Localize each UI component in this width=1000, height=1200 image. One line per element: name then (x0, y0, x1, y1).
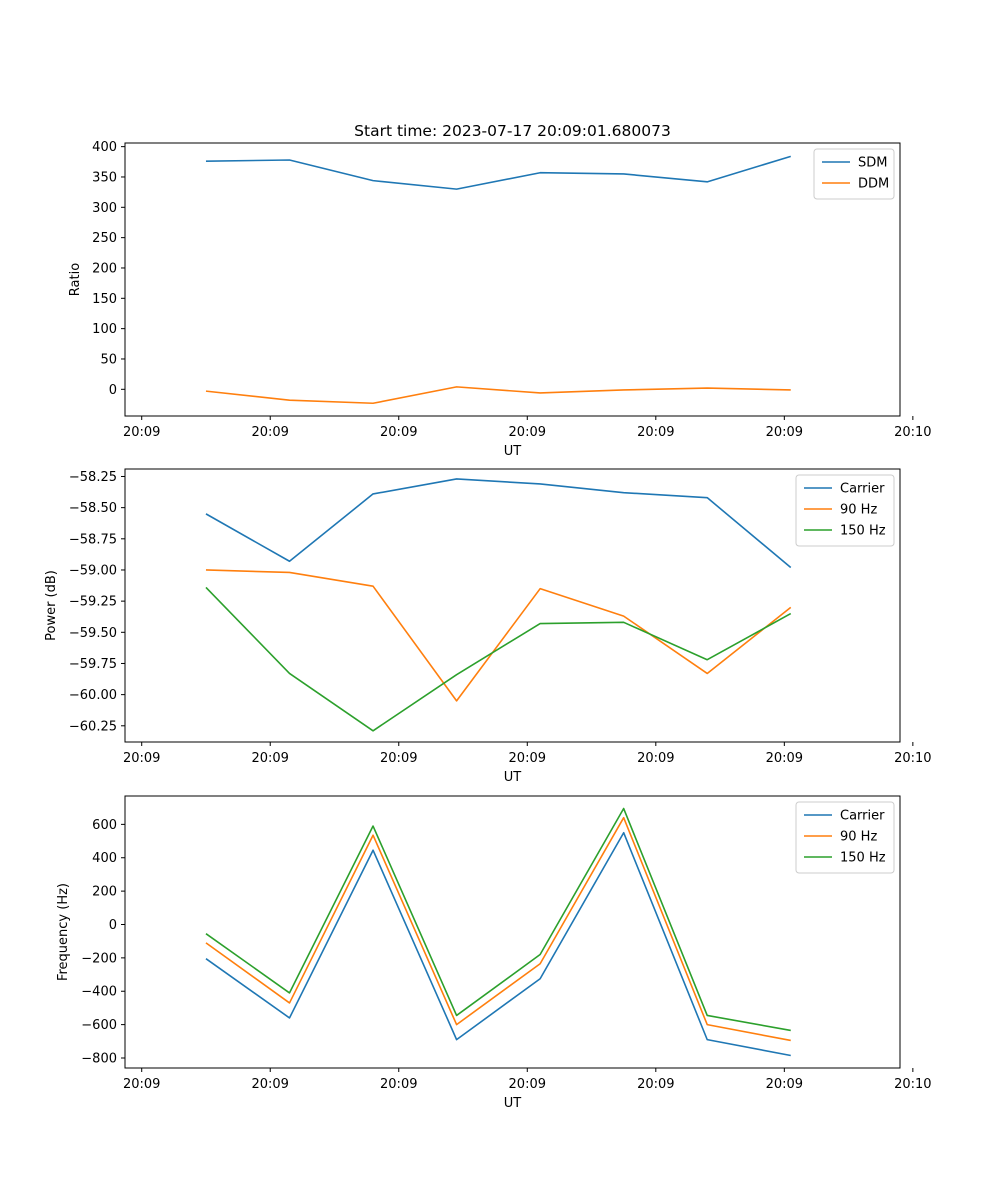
axes-frame (124, 142, 901, 417)
y-tick-label: 0 (109, 918, 117, 933)
y-tick-label: −58.75 (69, 532, 117, 547)
y-tick-label: −60.00 (69, 688, 117, 703)
y-tick-label: 0 (109, 383, 117, 398)
x-tick-label: 20:09 (766, 751, 803, 766)
x-tick-label: 20:09 (637, 751, 674, 766)
x-tick-label: 20:09 (509, 425, 546, 440)
y-tick-label: −59.50 (69, 626, 117, 641)
y-axis-label: Ratio (68, 263, 83, 296)
y-tick-label: 200 (92, 261, 117, 276)
y-tick-label: −400 (81, 985, 117, 1000)
y-tick-label: −800 (81, 1051, 117, 1066)
legend-label: Carrier (840, 809, 885, 824)
series-line-ddm (205, 386, 791, 405)
y-tick-label: 250 (92, 231, 117, 246)
y-tick-label: −600 (81, 1018, 117, 1033)
series-line-150-hz (205, 807, 791, 1032)
x-tick-label: 20:09 (123, 751, 160, 766)
axes-frame (124, 795, 901, 1069)
chart-title: Start time: 2023-07-17 20:09:01.680073 (354, 122, 671, 140)
y-tick-label: 100 (92, 322, 117, 337)
legend: SDM DDM (813, 148, 895, 200)
axes-frame (124, 468, 901, 743)
x-axis-label: UT (504, 1096, 522, 1111)
chart-panel-2: 20:09 20:09 20:09 20:09 20:09 20:09 20:10 −60.2… (44, 468, 932, 785)
y-tick-label: 300 (92, 201, 117, 216)
series-line-90-hz (205, 569, 792, 702)
legend-label: 90 Hz (840, 503, 877, 518)
series-line-carrier (205, 478, 792, 569)
series-line-150-hz (205, 586, 792, 732)
chart-panel-1: 20:09 20:09 20:09 20:09 20:09 20:09 20:10 0 50 10… (68, 122, 932, 459)
series-line-carrier (205, 831, 791, 1057)
y-tick-label: −59.00 (69, 563, 117, 578)
x-tick-label: 20:09 (251, 751, 288, 766)
legend-label: 150 Hz (840, 524, 886, 539)
x-tick-label: 20:09 (123, 425, 160, 440)
y-tick-label: 400 (92, 851, 117, 866)
legend-label: 150 Hz (840, 851, 886, 866)
x-tick-label: 20:09 (637, 425, 674, 440)
x-tick-label: 20:09 (766, 425, 803, 440)
legend-box (795, 474, 895, 547)
x-tick-label: 20:09 (380, 1077, 417, 1092)
x-tick-label: 20:09 (766, 1077, 803, 1092)
x-tick-label: 20:09 (637, 1077, 674, 1092)
series-line-sdm (205, 155, 791, 190)
y-tick-label: −58.25 (69, 470, 117, 485)
y-tick-label: 350 (92, 170, 117, 185)
y-tick-label: 200 (92, 885, 117, 900)
x-tick-label: 20:10 (894, 425, 931, 440)
y-axis-label: Frequency (Hz) (56, 883, 71, 981)
legend-label: 90 Hz (840, 830, 877, 845)
x-axis-label: UT (504, 444, 522, 459)
x-tick-label: 20:09 (509, 1077, 546, 1092)
legend-label: SDM (858, 156, 887, 171)
y-tick-label: 400 (92, 140, 117, 155)
y-tick-label: 50 (100, 352, 117, 367)
x-axis-label: UT (504, 770, 522, 785)
legend-label: DDM (858, 177, 889, 192)
y-tick-label: 600 (92, 818, 117, 833)
series-line-90-hz (205, 816, 791, 1042)
legend: Carrier 90 Hz 150 Hz (795, 801, 895, 874)
legend: Carrier 90 Hz 150 Hz (795, 474, 895, 547)
y-tick-label: −58.50 (69, 501, 117, 516)
legend-box (795, 801, 895, 874)
x-tick-label: 20:09 (251, 1077, 288, 1092)
y-tick-label: −59.25 (69, 595, 117, 610)
y-tick-label: −59.75 (69, 657, 117, 672)
y-tick-label: 150 (92, 292, 117, 307)
y-tick-label: −200 (81, 951, 117, 966)
y-axis-label: Power (dB) (44, 570, 59, 641)
chart-panel-3: 20:09 20:09 20:09 20:09 20:09 20:09 20:10 −800 −… (56, 795, 932, 1111)
x-tick-label: 20:10 (894, 1077, 931, 1092)
y-tick-label: −60.25 (69, 719, 117, 734)
x-tick-label: 20:10 (894, 751, 931, 766)
x-tick-label: 20:09 (123, 1077, 160, 1092)
legend-label: Carrier (840, 482, 885, 497)
x-tick-label: 20:09 (509, 751, 546, 766)
x-tick-label: 20:09 (251, 425, 288, 440)
x-tick-label: 20:09 (380, 751, 417, 766)
x-tick-label: 20:09 (380, 425, 417, 440)
